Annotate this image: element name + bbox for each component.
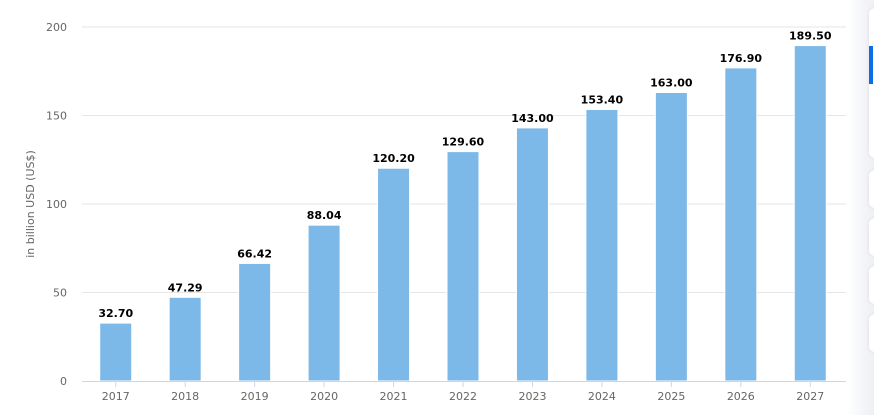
x-tick-label: 2023 [518,390,546,403]
sidebar-card-1[interactable] [869,8,874,158]
y-tick-label: 200 [46,21,67,34]
x-tick-label: 2027 [796,390,824,403]
value-label: 129.60 [442,136,485,149]
value-label: 66.42 [237,247,272,260]
x-tick-label: 2024 [588,390,616,403]
sidebar-card-3[interactable] [869,218,874,256]
value-label: 120.20 [372,152,415,165]
active-indicator [869,46,873,84]
bar[interactable] [515,127,549,382]
bar[interactable] [168,296,202,382]
value-label: 153.40 [581,93,624,106]
sidebar-card-2[interactable] [869,170,874,208]
x-tick-label: 2021 [380,390,408,403]
y-tick-label: 150 [46,110,67,123]
x-tick-label: 2017 [102,390,130,403]
x-axis-tick-labels: 2017 2018 2019 2020 2021 2022 2023 2024 2025 2026… [102,381,824,403]
y-tick-label: 100 [46,198,67,211]
value-label: 88.04 [307,209,342,222]
x-tick-label: 2025 [657,390,685,403]
sidebar-card-5[interactable] [869,314,874,352]
bar[interactable] [99,322,133,382]
bar[interactable] [377,167,411,382]
y-tick-label: 50 [53,287,67,300]
y-axis-tick-labels: 0 50 100 150 200 [46,21,67,388]
bar[interactable] [307,224,341,382]
y-axis-label: in billion USD (US$) [24,150,37,258]
right-sidebar [848,0,874,415]
x-tick-label: 2020 [310,390,338,403]
x-tick-label: 2026 [727,390,755,403]
bars: 32.70 47.29 66.42 88.04 120.20 129.60 143.00 15… [98,30,832,382]
bar[interactable] [654,91,688,382]
value-label: 32.70 [98,307,133,320]
bar[interactable] [793,45,827,382]
sidebar-card-4[interactable] [869,266,874,304]
value-label: 143.00 [511,112,554,125]
x-tick-label: 2019 [241,390,269,403]
bar[interactable] [585,108,619,382]
x-tick-label: 2022 [449,390,477,403]
bar[interactable] [724,67,758,382]
y-tick-label: 0 [60,375,67,388]
value-label: 163.00 [650,76,693,89]
value-label: 47.29 [168,281,203,294]
bar[interactable] [238,262,272,382]
x-tick-label: 2018 [171,390,199,403]
value-label: 176.90 [720,52,763,65]
value-label: 189.50 [789,30,832,43]
bar[interactable] [446,151,480,382]
